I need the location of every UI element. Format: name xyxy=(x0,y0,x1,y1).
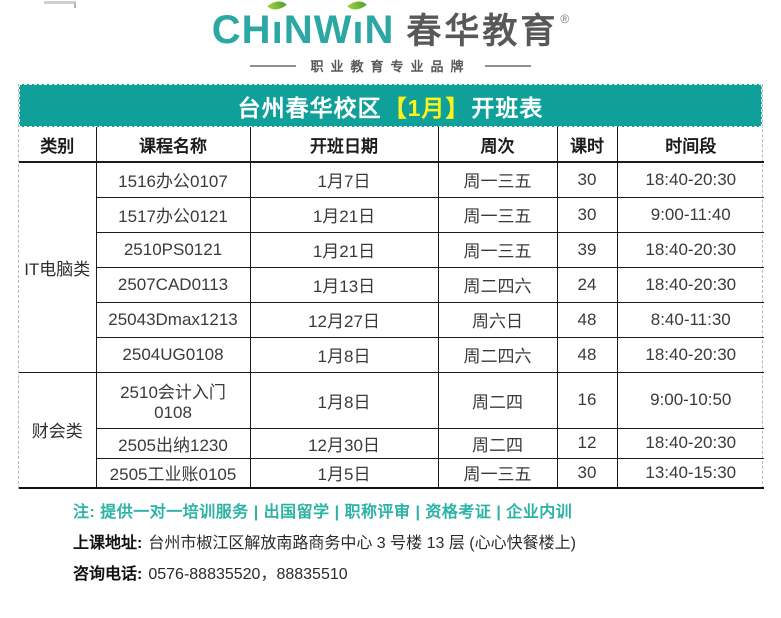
start-date-cell: 1月7日 xyxy=(249,161,439,198)
hours-cell: 30 xyxy=(556,457,618,489)
time-range-cell: 13:40-15:30 xyxy=(616,457,765,489)
title-suffix: 开班表 xyxy=(471,94,544,121)
logo-letters: NW xyxy=(283,8,353,52)
table-row: IT电脑类 1516办公0107 1月7日 周一三五 30 18:40-20:30 xyxy=(18,161,765,373)
time-range-cell: 18:40-20:30 xyxy=(616,161,765,198)
hours-cell: 16 xyxy=(556,371,618,429)
weekdays-cell: 周二四六 xyxy=(437,336,558,373)
tagline-dash-left xyxy=(250,64,297,67)
weekdays-cell: 周一三五 xyxy=(437,196,558,233)
start-date-cell: 1月21日 xyxy=(249,231,439,268)
hours-cell: 30 xyxy=(556,161,618,198)
weekdays-cell: 周二四 xyxy=(437,371,558,429)
header-course-name: 课程名称 xyxy=(95,126,251,163)
hours-cell: 39 xyxy=(556,231,618,268)
course-name-cell: 25043Dmax1213 xyxy=(95,301,251,338)
logo-letter-i: ı xyxy=(266,0,287,50)
table-row: 1517办公0121 1月21日 周一三五 30 9:00-11:40 xyxy=(19,196,765,233)
hours-cell: 48 xyxy=(556,336,618,373)
hours-cell: 24 xyxy=(556,266,618,303)
course-name-cell: 2510PS0121 xyxy=(95,231,251,268)
time-range-cell: 9:00-10:50 xyxy=(616,371,765,429)
header-weekdays: 周次 xyxy=(437,126,558,163)
course-name-cell: 2507CAD0113 xyxy=(95,266,251,303)
course-name-cell: 2505工业账0105 xyxy=(95,457,251,489)
start-date-cell: 12月27日 xyxy=(249,301,439,338)
header-start-date: 开班日期 xyxy=(249,126,439,163)
title-month-highlight: 【1月】 xyxy=(383,94,470,121)
header-category: 类别 xyxy=(18,126,97,163)
hours-cell: 30 xyxy=(556,196,618,233)
table-row: 25043Dmax1213 12月27日 周六日 48 8:40-11:30 xyxy=(19,301,765,338)
schedule-title-bar: 台州春华校区 【1月】 开班表 xyxy=(19,84,762,127)
course-name-cell: 2510会计入门 0108 xyxy=(95,371,251,429)
window-edge-artifact xyxy=(44,1,76,8)
schedule-table-body: IT电脑类 1516办公0107 1月7日 周一三五 30 18:40-20:30 1517… xyxy=(18,161,765,489)
weekdays-cell: 周一三五 xyxy=(437,231,558,268)
table-row: 2507CAD0113 1月13日 周二四六 24 18:40-20:30 xyxy=(19,266,765,303)
weekdays-cell: 周六日 xyxy=(437,301,558,338)
brand-logo-cn: 春华教育 xyxy=(406,12,559,51)
start-date-cell: 1月5日 xyxy=(249,457,439,489)
schedule-sheet: 台州春华校区 【1月】 开班表 类别 课程名称 开班日期 周次 课时 时间段 I… xyxy=(18,84,765,489)
registered-trademark-icon: ® xyxy=(560,12,570,26)
category-cell: 财会类 xyxy=(18,371,97,489)
category-cell: IT电脑类 xyxy=(18,161,97,373)
course-name-cell: 1517办公0121 xyxy=(95,196,251,233)
logo-letter-i: ı xyxy=(347,0,368,50)
course-name-cell: 2504UG0108 xyxy=(95,336,251,373)
address-text: 台州市椒江区解放南路商务中心 3 号楼 13 层 (心心快餐楼上) xyxy=(148,535,576,552)
start-date-cell: 1月8日 xyxy=(249,336,439,373)
phone-text: 0576-88835520，88835510 xyxy=(148,566,348,583)
tagline-text: 职业教育专业品牌 xyxy=(310,59,471,74)
table-row: 2505工业账0105 1月5日 周一三五 30 13:40-15:30 xyxy=(19,457,765,489)
table-row: 2510PS0121 1月21日 周一三五 39 18:40-20:30 xyxy=(19,231,765,268)
time-range-cell: 8:40-11:30 xyxy=(616,301,765,338)
time-range-cell: 18:40-20:30 xyxy=(616,266,765,303)
start-date-cell: 12月30日 xyxy=(249,427,439,459)
tagline-dash-right xyxy=(484,64,531,67)
address-label: 上课地址: xyxy=(73,535,143,552)
weekdays-cell: 周二四 xyxy=(437,427,558,459)
address-line: 上课地址: 台州市椒江区解放南路商务中心 3 号楼 13 层 (心心快餐楼上) xyxy=(73,529,781,553)
weekdays-cell: 周一三五 xyxy=(437,161,558,198)
weekdays-cell: 周一三五 xyxy=(437,457,558,489)
logo-letters: N xyxy=(364,8,395,52)
weekdays-cell: 周二四六 xyxy=(437,266,558,303)
time-range-cell: 18:40-20:30 xyxy=(616,231,765,268)
services-note: 注: 提供一对一培训服务 | 出国留学 | 职称评审 | 资格考证 | 企业内训 xyxy=(73,504,573,521)
table-row: 2504UG0108 1月8日 周二四六 48 18:40-20:30 xyxy=(19,336,765,373)
course-name-cell: 1516办公0107 xyxy=(95,161,251,198)
hours-cell: 48 xyxy=(556,301,618,338)
time-range-cell: 18:40-20:30 xyxy=(616,336,765,373)
phone-label: 咨询电话: xyxy=(73,566,143,583)
brand-tagline: 职业教育专业品牌 xyxy=(0,56,781,75)
table-row: 财会类 2510会计入门 0108 1月8日 周二四 16 9:00-10:50 xyxy=(18,371,765,489)
start-date-cell: 1月13日 xyxy=(249,266,439,303)
header-time-range: 时间段 xyxy=(616,126,765,163)
table-header-row: 类别 课程名称 开班日期 周次 课时 时间段 xyxy=(18,126,765,163)
start-date-cell: 1月21日 xyxy=(249,196,439,233)
hours-cell: 12 xyxy=(556,427,618,459)
header-hours: 课时 xyxy=(556,126,618,163)
brand-logo-en: CH ı NW ı N xyxy=(211,0,395,52)
time-range-cell: 18:40-20:30 xyxy=(616,427,765,459)
table-row: 2505出纳1230 12月30日 周二四 12 18:40-20:30 xyxy=(19,427,765,459)
footer-notes: 注: 提供一对一培训服务 | 出国留学 | 职称评审 | 资格考证 | 企业内训… xyxy=(0,498,781,584)
class-schedule-table: 类别 课程名称 开班日期 周次 课时 时间段 IT电脑类 1516办公0107 1月… xyxy=(18,126,765,489)
start-date-cell: 1月8日 xyxy=(249,371,439,429)
phone-line: 咨询电话: 0576-88835520，88835510 xyxy=(73,560,781,584)
course-name-cell: 2505出纳1230 xyxy=(95,427,251,459)
brand-logo: CH ı NW ı N 春华教育 ® xyxy=(0,0,781,52)
title-prefix: 台州春华校区 xyxy=(237,94,382,121)
time-range-cell: 9:00-11:40 xyxy=(616,196,765,233)
logo-letters: CH xyxy=(211,8,272,52)
